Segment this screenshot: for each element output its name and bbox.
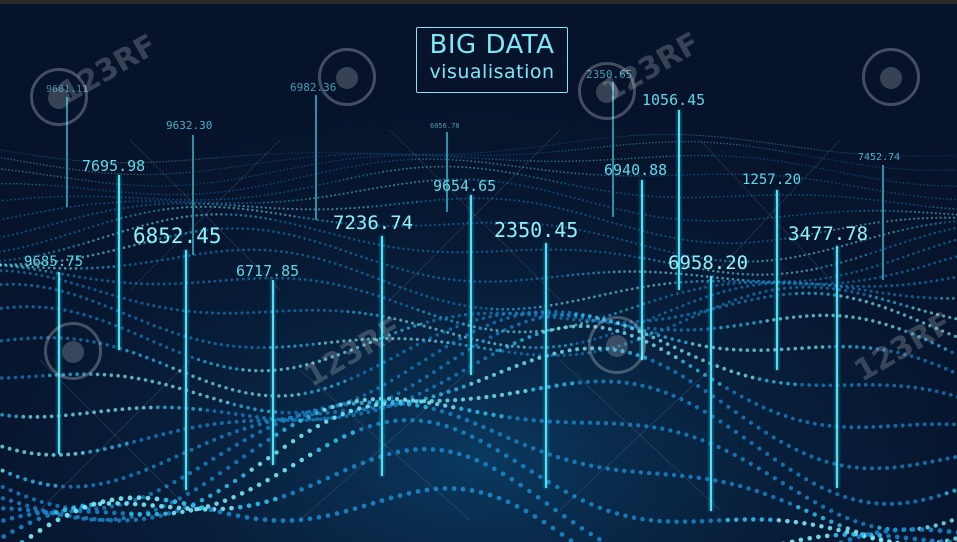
data-label: 3477.78: [788, 223, 869, 245]
title-box: BIG DATA visualisation: [416, 27, 568, 93]
watermark-camera-icon: [318, 48, 376, 106]
watermark-camera-icon: [862, 48, 920, 106]
watermark-camera-icon: [44, 322, 102, 380]
data-pin: [118, 175, 120, 350]
data-pin: [192, 135, 194, 255]
title-big-data: BIG DATA: [429, 30, 555, 60]
data-label: 1257.20: [742, 172, 802, 188]
data-label: 6940.88: [604, 161, 668, 179]
data-label: 7236.74: [333, 212, 414, 234]
title-visualisation: visualisation: [429, 61, 555, 83]
data-pin: [776, 190, 778, 370]
data-label: 6958.20: [668, 252, 749, 274]
data-pin: [470, 195, 472, 375]
data-pin: [641, 180, 643, 360]
data-label: 9654.65: [433, 177, 497, 195]
data-label: 7695.98: [82, 157, 146, 175]
watermark-camera-icon: [578, 62, 636, 120]
data-label: 6056.78: [430, 122, 460, 130]
data-pin: [882, 165, 884, 280]
watermark-camera-icon: [30, 68, 88, 126]
data-label: 6717.85: [236, 262, 300, 280]
data-pin: [315, 95, 317, 220]
data-pin: [678, 110, 680, 290]
data-label: 6852.45: [133, 224, 222, 248]
data-pin: [612, 82, 614, 217]
data-label: 1056.45: [642, 91, 706, 109]
data-pin: [381, 236, 383, 476]
data-pin: [185, 250, 187, 490]
data-pin: [446, 132, 448, 212]
data-label: 7452.74: [858, 152, 901, 163]
data-label: 9632.30: [166, 119, 213, 132]
watermark-camera-icon: [588, 316, 646, 374]
data-pin: [66, 97, 68, 207]
data-label: 9685.75: [24, 254, 84, 270]
data-pin: [710, 276, 712, 511]
data-label: 2350.45: [494, 218, 579, 242]
data-pin: [836, 246, 838, 488]
data-pin: [272, 280, 274, 465]
data-pin: [545, 243, 547, 488]
